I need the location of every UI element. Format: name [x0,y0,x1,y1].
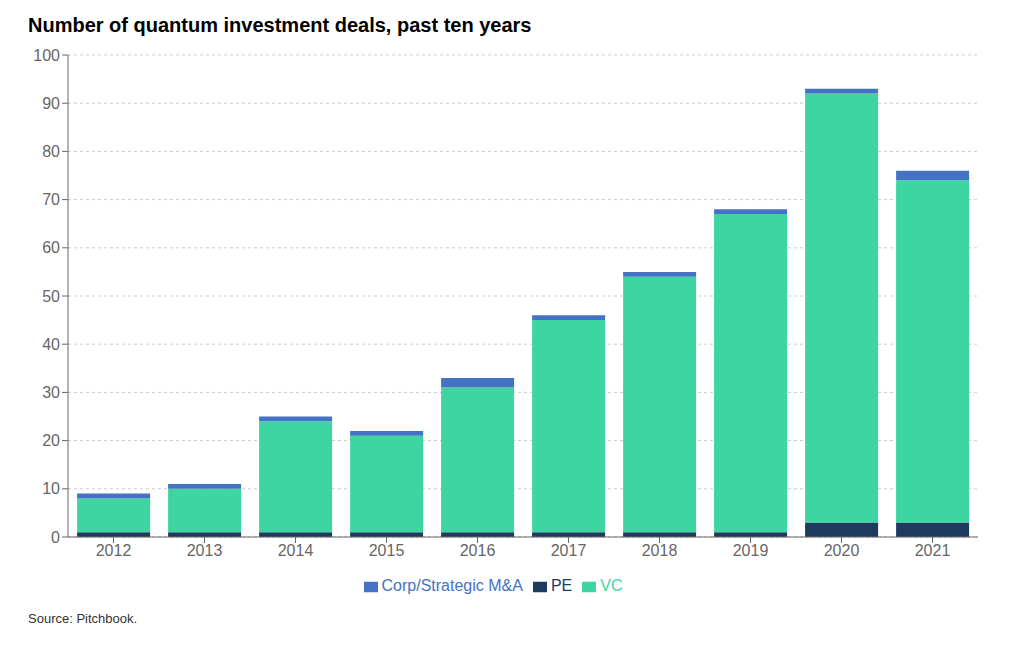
svg-text:40: 40 [42,336,60,353]
svg-text:70: 70 [42,191,60,208]
svg-text:90: 90 [42,95,60,112]
svg-text:2016: 2016 [460,542,496,559]
svg-text:2014: 2014 [278,542,314,559]
svg-text:2015: 2015 [369,542,405,559]
svg-text:2020: 2020 [824,542,860,559]
svg-text:30: 30 [42,384,60,401]
svg-text:2019: 2019 [733,542,769,559]
svg-text:80: 80 [42,143,60,160]
svg-text:10: 10 [42,480,60,497]
svg-text:0: 0 [51,529,60,546]
html-text:Number of quantum investment d: Number of quantum investment deals, past… [28,14,532,36]
svg-text:60: 60 [42,239,60,256]
html-text:VC: VC [600,577,623,594]
svg-text:2017: 2017 [551,542,587,559]
html-text:PE: PE [550,577,573,594]
html-text:Source: Pitchbook.: Source: Pitchbook. [28,611,138,626]
svg-text:2021: 2021 [915,542,951,559]
html-text:Corp/Strategic M&A: Corp/Strategic M&A [381,577,523,594]
svg-text:2012: 2012 [96,542,132,559]
svg-text:20: 20 [42,432,60,449]
svg-text:100: 100 [33,47,60,64]
svg-text:50: 50 [42,288,60,305]
svg-text:2013: 2013 [187,542,223,559]
svg-text:2018: 2018 [642,542,678,559]
